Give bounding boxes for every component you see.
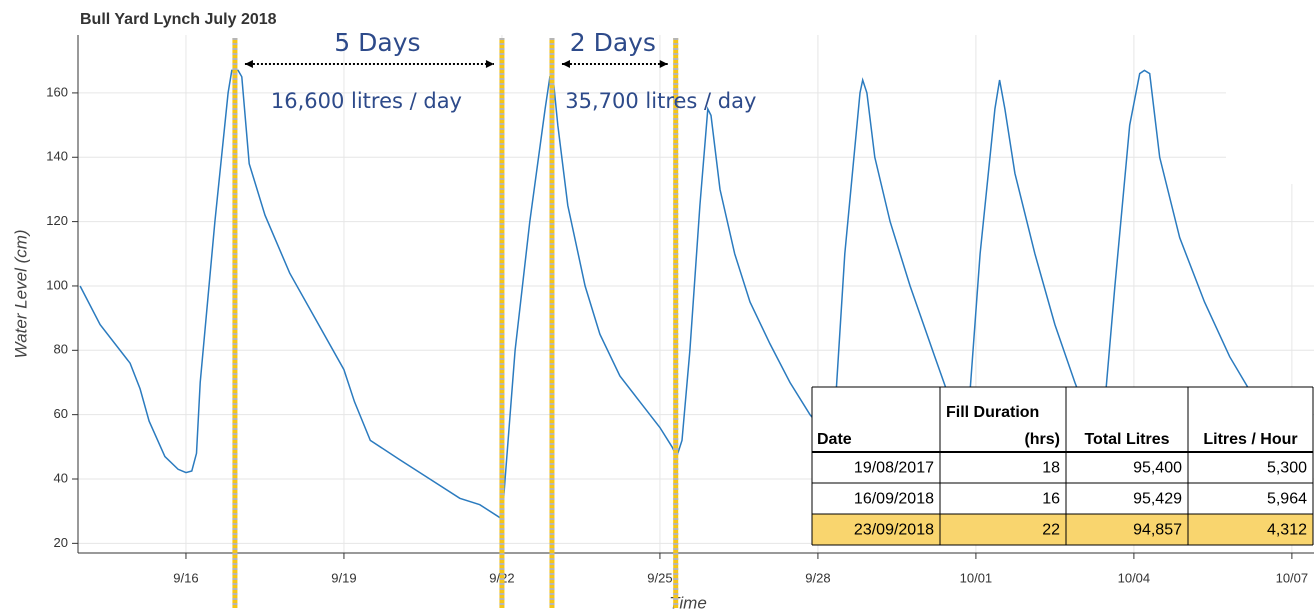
table-cell: 22 [1042, 522, 1060, 539]
table-cell: 5,964 [1267, 491, 1307, 508]
annotation: 5 Days [334, 28, 420, 57]
x-tick-label: 9/19 [331, 570, 356, 585]
x-tick-label: 9/25 [647, 570, 672, 585]
data-line [79, 69, 1276, 524]
table-header: (hrs) [1024, 431, 1060, 448]
y-tick-label: 160 [46, 84, 68, 99]
arrow-head [485, 60, 494, 68]
y-tick-label: 60 [54, 406, 68, 421]
table-header: Fill Duration [946, 404, 1039, 421]
data-table: Date Fill Duration (hrs) Total Litres Litres… [811, 386, 1314, 546]
y-tick-label: 140 [46, 149, 68, 164]
x-tick-label: 10/04 [1118, 570, 1151, 585]
annotation: 2 Days [570, 28, 656, 57]
table-cell: 16/09/2018 [854, 491, 934, 508]
y-tick-label: 120 [46, 213, 68, 228]
annotation: 35,700 litres / day [565, 89, 756, 113]
arrow-head [561, 60, 570, 68]
x-tick-label: 9/16 [173, 570, 198, 585]
x-axis-label: Time [669, 593, 707, 612]
y-tick-label: 100 [46, 277, 68, 292]
x-tick-label: 10/07 [1276, 570, 1309, 585]
table-header: Total Litres [1084, 431, 1169, 448]
table-cell: 95,429 [1133, 491, 1182, 508]
x-tick-label: 9/28 [805, 570, 830, 585]
x-tick-label: 10/01 [960, 570, 993, 585]
table-cell: 19/08/2017 [854, 460, 934, 477]
arrow-head [659, 60, 668, 68]
table-cell: 95,400 [1133, 460, 1182, 477]
table-header: Date [817, 431, 852, 448]
table-cell: 23/09/2018 [854, 522, 934, 539]
table-cell: 16 [1042, 491, 1060, 508]
table-highlight [812, 514, 1313, 545]
y-tick-label: 20 [54, 535, 68, 550]
annotation: 16,600 litres / day [271, 89, 462, 113]
arrow-head [244, 60, 253, 68]
y-axis-label: Water Level (cm) [11, 229, 30, 358]
chart-title: Bull Yard Lynch July 2018 [80, 11, 277, 28]
table-cell: 4,312 [1267, 522, 1307, 539]
table-cell: 94,857 [1133, 522, 1182, 539]
cover [1226, 0, 1314, 184]
table-cell: 18 [1042, 460, 1060, 477]
y-tick-label: 80 [54, 342, 68, 357]
y-tick-label: 40 [54, 470, 68, 485]
table-cell: 5,300 [1267, 460, 1307, 477]
table-header: Litres / Hour [1203, 431, 1297, 448]
